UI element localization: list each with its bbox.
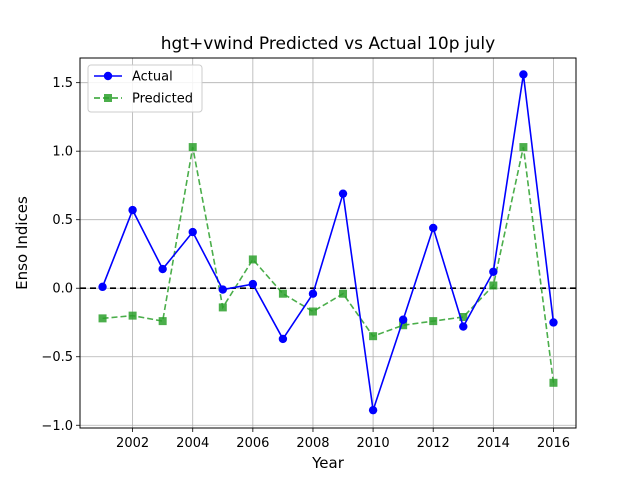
- actual-point: [429, 223, 438, 233]
- x-axis: 2002 2004 2006 2008 2010 2012 2014 2016: [116, 428, 570, 451]
- chart-title: hgt+vwind Predicted vs Actual 10p july: [161, 34, 495, 54]
- y-tick-label: −0.5: [41, 350, 73, 365]
- actual-point: [98, 282, 107, 292]
- x-tick-label: 2010: [357, 436, 390, 451]
- actual-point: [278, 334, 288, 344]
- x-tick-label: 2012: [417, 436, 450, 451]
- actual-point: [158, 264, 167, 274]
- predicted-point: [369, 332, 378, 341]
- predicted-point: [308, 307, 317, 316]
- x-tick-label: 2008: [296, 436, 329, 451]
- actual-point: [188, 227, 197, 237]
- y-axis: −1.0 −0.5 0.0 0.5 1.0 1.5: [41, 76, 80, 434]
- legend-label-predicted: Predicted: [132, 92, 193, 107]
- predicted-point: [339, 289, 348, 298]
- x-tick-label: 2006: [236, 436, 269, 451]
- legend-label-actual: Actual: [132, 70, 173, 85]
- predicted-point: [98, 314, 107, 323]
- predicted-point: [459, 313, 468, 321]
- predicted-point: [128, 311, 137, 320]
- predicted-point: [519, 143, 528, 152]
- y-tick-label: 0.5: [52, 213, 73, 228]
- actual-point: [338, 189, 348, 198]
- actual-point: [549, 318, 558, 327]
- y-tick-label: 1.5: [52, 76, 73, 91]
- actual-point: [459, 322, 468, 331]
- series-line-actual: [101, 74, 555, 411]
- x-tick-label: 2016: [537, 436, 570, 451]
- actual-point: [519, 70, 528, 79]
- series-line-predicted: [102, 146, 555, 383]
- x-tick-label: 2002: [116, 436, 149, 451]
- actual-point: [308, 289, 318, 298]
- predicted-point: [489, 281, 498, 290]
- predicted-point: [549, 378, 558, 387]
- predicted-point: [188, 143, 197, 152]
- predicted-point: [158, 317, 167, 326]
- plot-frame: [79, 57, 577, 429]
- legend-marker-square: [104, 94, 112, 102]
- x-tick-label: 2004: [176, 436, 209, 451]
- actual-point: [398, 315, 408, 324]
- y-tick-label: −1.0: [41, 419, 73, 434]
- legend: Actual Predicted: [87, 64, 203, 113]
- actual-point: [489, 267, 498, 276]
- series-layer: [98, 70, 558, 415]
- y-tick-label: 0.0: [52, 282, 73, 297]
- actual-point: [248, 279, 258, 289]
- x-axis-label: Year: [311, 454, 345, 472]
- x-tick-label: 2014: [477, 436, 510, 451]
- predicted-point: [248, 255, 257, 264]
- predicted-point: [278, 289, 287, 298]
- predicted-point: [429, 317, 438, 326]
- actual-point: [368, 405, 378, 415]
- legend-marker-circle: [103, 71, 113, 81]
- y-axis-label: Enso Indices: [13, 196, 31, 290]
- actual-point: [128, 205, 137, 215]
- y-tick-label: 1.0: [52, 145, 73, 160]
- predicted-point: [218, 303, 227, 312]
- actual-point: [218, 285, 227, 294]
- predicted-point: [399, 321, 408, 330]
